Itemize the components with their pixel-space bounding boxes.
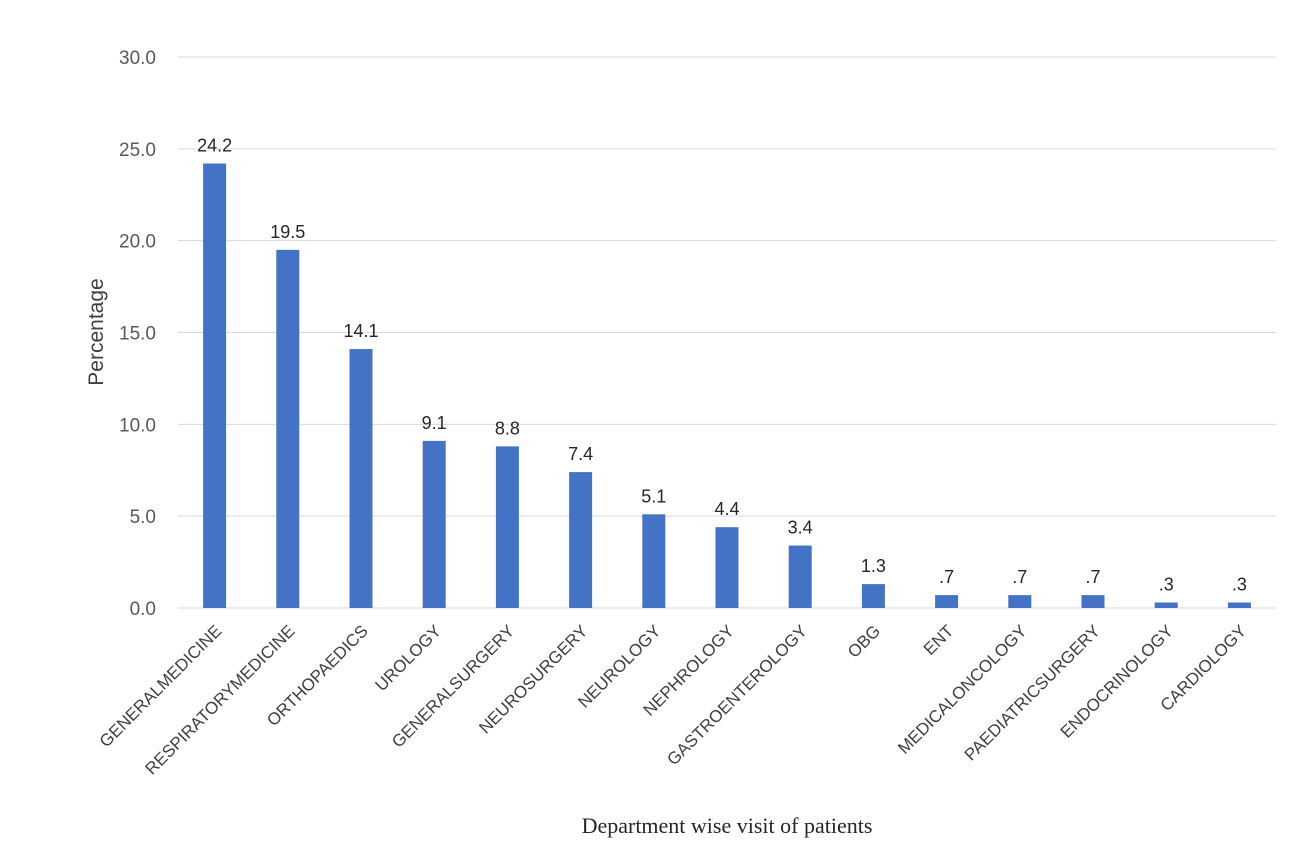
bar — [1154, 602, 1178, 608]
x-axis-title: Department wise visit of patients — [582, 813, 873, 838]
data-label: .7 — [1012, 567, 1027, 587]
bar — [495, 446, 519, 608]
bar — [349, 349, 373, 608]
data-label: .3 — [1159, 574, 1174, 594]
bars — [203, 163, 1251, 608]
y-axis-title: Percentage — [85, 278, 108, 385]
y-tick-label: 20.0 — [119, 232, 156, 253]
data-labels: 24.2 19.5 14.1 9.1 8.8 7.4 5.1 4.4 3.4 1.3 .7 .7 .7.… — [197, 136, 1247, 595]
bar — [1081, 595, 1105, 608]
data-label: 9.1 — [422, 413, 447, 433]
y-tick-label: 30.0 — [119, 48, 156, 69]
category-label: RESPIRATORYMEDICINE — [142, 621, 299, 778]
y-tick-label: 0.0 — [130, 599, 156, 620]
category-label: OBG — [844, 621, 884, 661]
data-label: 3.4 — [788, 518, 813, 538]
category-label: MEDICALONCOLOGY — [894, 621, 1030, 757]
category-label: UROLOGY — [371, 621, 445, 695]
data-label: 1.3 — [861, 556, 886, 576]
data-label: 4.4 — [714, 499, 739, 519]
data-label: 24.2 — [197, 136, 232, 156]
data-label: 5.1 — [641, 486, 666, 506]
data-label: 14.1 — [343, 321, 378, 341]
bar — [1008, 595, 1032, 608]
data-label: .7 — [939, 567, 954, 587]
bar — [861, 584, 885, 608]
y-tick-label: 5.0 — [130, 507, 156, 528]
data-label: .7 — [1085, 567, 1100, 587]
category-labels: GENERALMEDICINERESPIRATORYMEDICINEORTHOP… — [96, 621, 1250, 778]
bar — [788, 545, 812, 608]
data-label: 19.5 — [270, 222, 305, 242]
data-label: 7.4 — [568, 444, 593, 464]
bar — [935, 595, 959, 608]
bar — [276, 249, 300, 608]
y-axis-ticks: 0.0 5.0 10.0 15.0 20.0 25.0 30.0 — [119, 48, 156, 620]
data-label: 8.8 — [495, 418, 520, 438]
bar — [203, 163, 227, 608]
y-tick-label: 15.0 — [119, 324, 156, 345]
bar — [715, 527, 739, 608]
y-tick-label: 25.0 — [119, 140, 156, 161]
bar — [642, 514, 666, 608]
bar — [569, 472, 593, 608]
bar — [422, 440, 446, 608]
category-label: GENERALSURGERY — [388, 621, 518, 751]
category-label: GENERALMEDICINE — [96, 621, 226, 751]
category-label: PAEDIATRICSURGERY — [961, 621, 1104, 764]
y-tick-label: 10.0 — [119, 415, 156, 436]
category-label: ENT — [920, 621, 957, 658]
category-label: GASTROENTEROLOGY — [663, 621, 811, 769]
data-label: .3 — [1232, 574, 1247, 594]
bar — [1227, 602, 1251, 608]
